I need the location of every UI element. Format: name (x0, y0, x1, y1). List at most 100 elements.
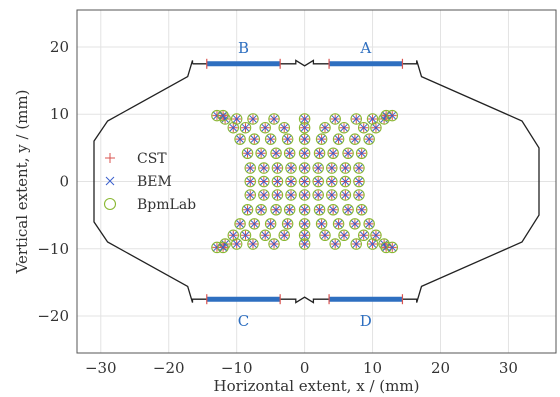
bpmlab-point (353, 175, 365, 188)
bpmlab-point (353, 162, 365, 174)
plot-frame (76, 9, 557, 354)
bpmlab-point (312, 189, 324, 201)
bpmlab-point (298, 133, 311, 145)
bpmlab-point (285, 175, 297, 188)
bem-point (243, 149, 252, 158)
bpmlab-point (285, 162, 297, 174)
bem-point (246, 191, 255, 199)
bpmlab-point (353, 189, 365, 201)
bem-point (219, 243, 227, 252)
bpmlab-point (264, 218, 277, 230)
bem-point (236, 220, 244, 228)
legend-entry-bpmlab: BpmLab (103, 197, 196, 213)
y-tick-label: 10 (50, 105, 69, 123)
bem-point (372, 123, 380, 132)
bpmlab-point (338, 229, 350, 242)
bem-point (285, 205, 294, 214)
bem-point (300, 205, 309, 214)
bpmlab-point (313, 147, 326, 160)
bpmlab-point (315, 133, 328, 145)
bpmlab-point (283, 147, 296, 160)
bpmlab-point (234, 133, 246, 145)
x-tick-label: 30 (499, 359, 518, 377)
x-tick-label: 10 (363, 359, 382, 377)
bpmlab-point (298, 147, 311, 160)
bem-point (334, 135, 343, 143)
pipe-outline (93, 59, 540, 304)
bem-point (365, 135, 373, 143)
legend-entry-cst: CST (105, 151, 167, 167)
x-tick-label: −20 (153, 359, 185, 377)
legend: CST BEM BpmLab (103, 151, 196, 213)
bem-point (317, 135, 326, 143)
x-tick-label: −30 (85, 359, 117, 377)
bpmlab-point (339, 162, 352, 174)
bem-point (340, 231, 348, 240)
bpmlab-point (241, 147, 254, 160)
bpmlab-point (255, 147, 267, 160)
bem-point (340, 123, 348, 132)
bem-point (314, 177, 322, 186)
bpmlab-point (319, 229, 331, 242)
bem-point (357, 149, 366, 158)
bem-point (261, 123, 269, 132)
bem-point (315, 149, 324, 158)
bem-point (300, 123, 309, 132)
bpmlab-point (244, 175, 257, 188)
bem-point (249, 115, 257, 123)
bem-point (331, 115, 339, 123)
bpmlab-point (241, 203, 254, 216)
bem-point (243, 205, 252, 214)
bpmlab-point (298, 162, 311, 174)
bpmlab-point (234, 218, 246, 230)
bem-point (280, 123, 288, 132)
bem-point (321, 123, 329, 132)
bpmlab-point (355, 147, 368, 160)
bem-point (372, 231, 380, 240)
legend-entry-bem: BEM (105, 174, 172, 190)
bpmlab-point (271, 189, 284, 201)
bem-point (250, 135, 259, 143)
bem-point (266, 220, 275, 228)
bem-point (273, 191, 282, 199)
bpmlab-point (298, 189, 311, 201)
bpmlab-point (285, 189, 297, 201)
bem-point (232, 240, 241, 248)
bpmlab-point (278, 121, 290, 134)
bem-point (270, 115, 278, 123)
bpmlab-point (271, 175, 284, 188)
bpmlab-point (239, 229, 252, 242)
bem-point (388, 111, 397, 120)
bem-point (315, 205, 324, 214)
electrodes-group: A B C D (206, 39, 404, 330)
bem-point (283, 135, 292, 143)
bpmlab-point (342, 203, 354, 216)
data-points (211, 109, 399, 254)
bem-point (261, 231, 269, 240)
bem-point (300, 135, 309, 143)
bem-point (300, 149, 309, 158)
bpmlab-point (338, 121, 350, 134)
bem-point (257, 149, 265, 158)
bpmlab-point (244, 162, 257, 174)
bpmlab-point (230, 113, 243, 125)
bem-point (368, 240, 377, 248)
bem-point (368, 115, 377, 123)
bpmlab-point (327, 203, 339, 216)
bem-point (249, 240, 257, 248)
electrode-label-b: B (238, 39, 249, 57)
electrode-label-a: A (359, 39, 371, 57)
bpmlab-point (298, 113, 311, 125)
bpmlab-point (339, 189, 352, 201)
bpmlab-point (366, 238, 379, 250)
bpmlab-point (349, 218, 361, 230)
bpmlab-point (342, 147, 354, 160)
bem-point (300, 177, 309, 186)
bpmlab-point (315, 218, 328, 230)
bem-point (241, 231, 250, 240)
bem-point (344, 149, 352, 158)
bpmlab-point (319, 121, 331, 134)
bpmlab-point (298, 175, 311, 188)
bem-point (285, 149, 294, 158)
bem-point (341, 191, 350, 199)
